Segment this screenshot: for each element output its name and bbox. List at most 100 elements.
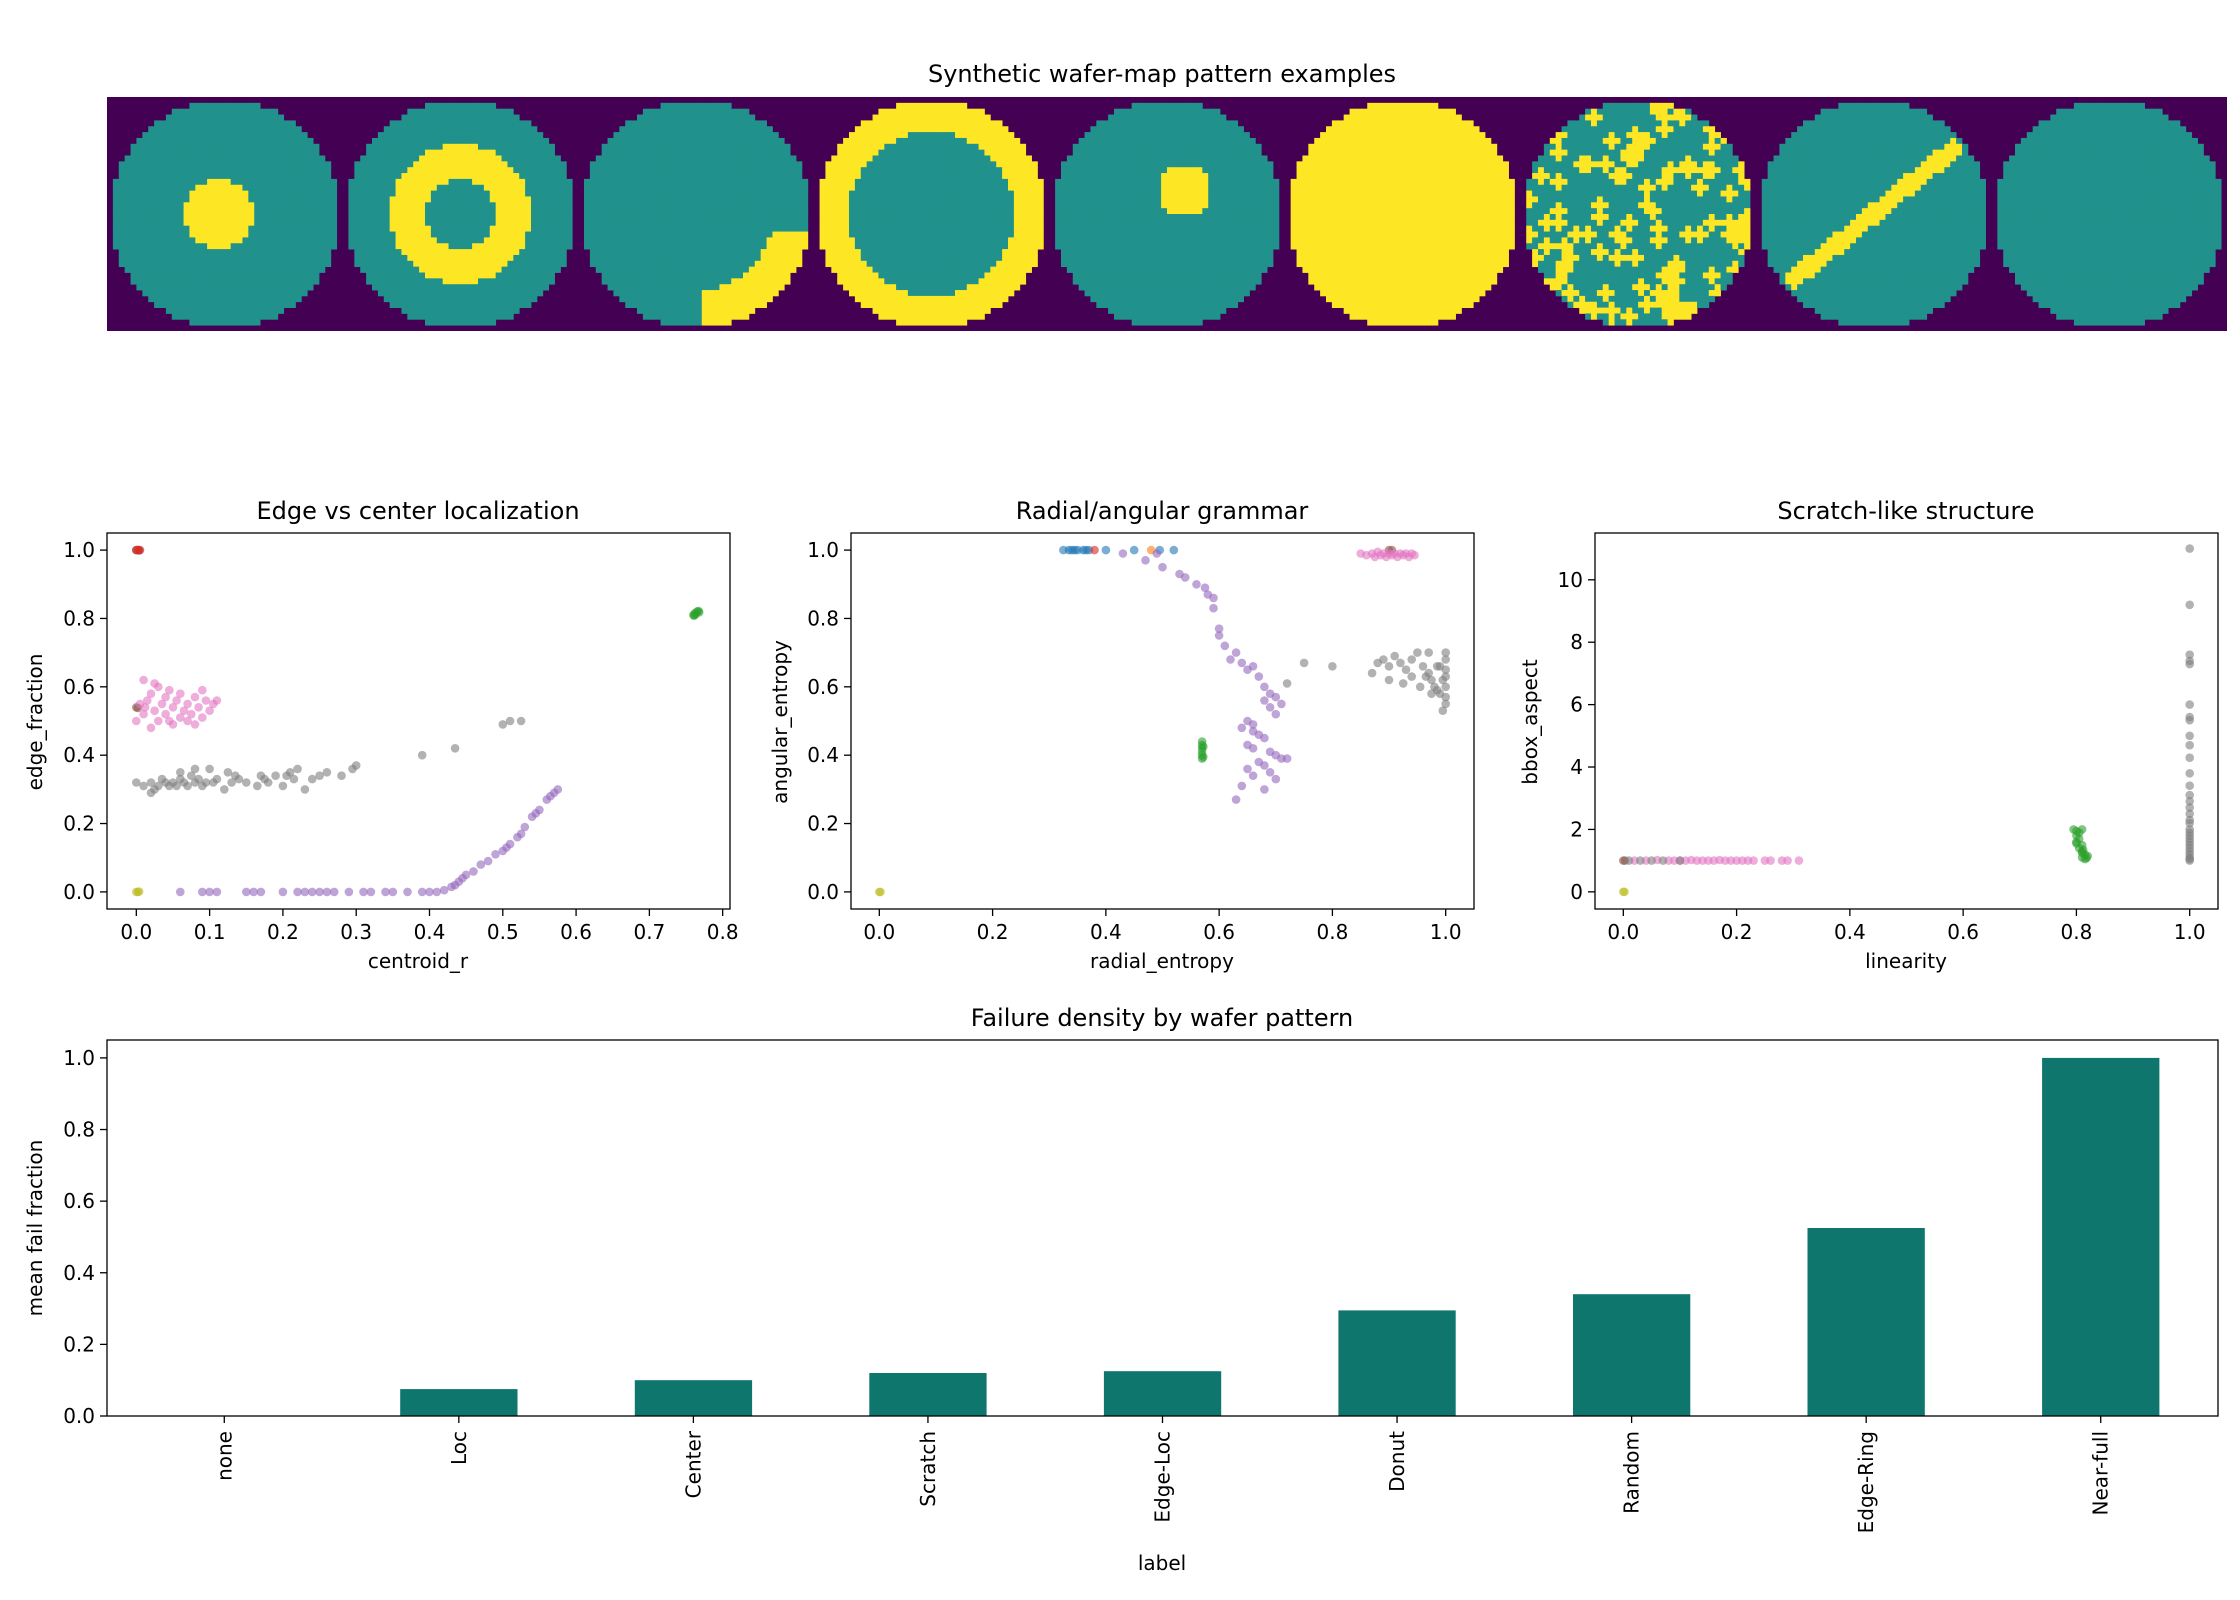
wafer-cell-pass [672,307,679,314]
wafer-cell-fail [430,184,438,191]
wafer-cell-pass [436,278,444,285]
wafer-cell-pass [684,190,691,197]
wafer-cell-pass [442,225,449,232]
wafer-cell-fail [213,196,220,203]
wafer-cell-pass [319,214,326,221]
wafer-cell-pass [1078,219,1085,227]
wafer-cell-fail [460,278,467,285]
wafer-cell-pass [513,295,520,303]
wafer-cell-fail [990,278,997,285]
wafer-cell-fail [860,301,868,308]
wafer-cell-pass [525,143,532,151]
wafer-cell-pass [719,225,726,232]
wafer-cell-fail [849,149,856,156]
wafer-cell-pass [1096,266,1103,273]
wafer-cell-pass [136,254,143,262]
wafer-cell-fail [919,126,926,133]
wafer-cell-pass [1061,196,1068,203]
wafer-cell-pass [277,161,285,168]
wafer-cell-pass [890,249,897,256]
wafer-cell-pass [719,231,726,238]
wafer-cell-fail [866,295,873,303]
wafer-cell-pass [330,243,338,250]
wafer-cell-pass [595,214,603,221]
wafer-cell-pass [218,114,226,121]
wafer-cell-pass [707,114,714,121]
wafer-cell-pass [330,184,338,191]
wafer-cell-pass [713,120,720,127]
wafer-cell-pass [684,243,691,250]
wafer-cell-pass [678,184,685,191]
wafer-cell-pass [1072,237,1080,244]
wafer-cell-fail [413,260,420,268]
wafer-cell-pass [483,319,491,326]
wafer-cell-pass [754,254,762,262]
wafer-cell-pass [536,225,544,232]
wafer-cell-pass [136,266,143,273]
wafer-cell-pass [896,249,903,256]
wafer-cell-pass [601,249,608,256]
wafer-cell-pass [949,184,956,191]
wafer-cell-fail [1025,243,1032,250]
wafer-cell-pass [654,167,661,174]
wafer-cell-pass [513,290,520,297]
wafer-cell-pass [743,178,750,186]
wafer-cell-pass [525,254,532,262]
wafer-cell-pass [242,137,249,145]
wafer-cell-pass [254,132,261,139]
wafer-cell-pass [1078,272,1085,279]
wafer-cell-pass [436,102,444,110]
wafer-cell-pass [124,214,131,221]
wafer-cell-pass [737,260,744,268]
wafer-cell-pass [242,290,249,297]
wafer-cell-pass [637,249,644,256]
wafer-cell-pass [707,278,714,285]
wafer-cell-pass [495,313,502,320]
wafer-cell-fail [472,278,479,285]
wafer-cell-pass [625,196,632,203]
wafer-cell-pass [695,225,703,232]
wafer-cell-pass [536,208,544,215]
wafer-cell-pass [536,290,544,297]
wafer-cell-pass [595,178,603,186]
wafer-cell-pass [266,196,273,203]
wafer-cell-pass [165,202,173,209]
wafer-cell-fail [966,301,974,308]
wafer-cell-fail [860,295,868,303]
wafer-cell-fail [1031,243,1038,250]
wafer-cell-pass [907,243,915,250]
wafer-cell-pass [731,231,738,238]
wafer-cell-pass [866,260,873,268]
wafer-cell-pass [695,243,703,250]
wafer-cell-pass [925,167,932,174]
wafer-cell-pass [743,126,750,133]
wafer-cell-pass [601,202,608,209]
wafer-cell-pass [849,219,856,227]
wafer-cell-pass [1072,143,1080,151]
wafer-cell-pass [1072,184,1080,191]
wafer-cell-pass [754,231,762,238]
wafer-cell-fail [213,178,220,186]
wafer-cell-pass [907,137,915,145]
wafer-cell-fail [866,278,873,285]
wafer-cell-pass [949,272,956,279]
wafer-cell-pass [631,301,638,308]
wafer-cell-pass [377,254,385,262]
wafer-cell-pass [955,149,962,156]
wafer-cell-pass [925,178,932,186]
wafer-cell-pass [690,237,697,244]
wafer-cell-pass [389,167,396,174]
wafer-cell-pass [354,243,361,250]
wafer-cell-pass [207,290,214,297]
wafer-cell-fail [984,114,991,121]
wafer-cell-pass [925,225,932,232]
wafer-cell-fail [401,231,408,238]
wafer-cell-fail [978,120,985,127]
wafer-cell-pass [913,266,921,273]
wafer-cell-pass [501,266,508,273]
wafer-cell-pass [619,178,626,186]
wafer-cell-pass [507,126,514,133]
wafer-cell-pass [525,290,532,297]
wafer-cell-pass [160,301,167,308]
wafer-cell-fail [984,284,991,291]
